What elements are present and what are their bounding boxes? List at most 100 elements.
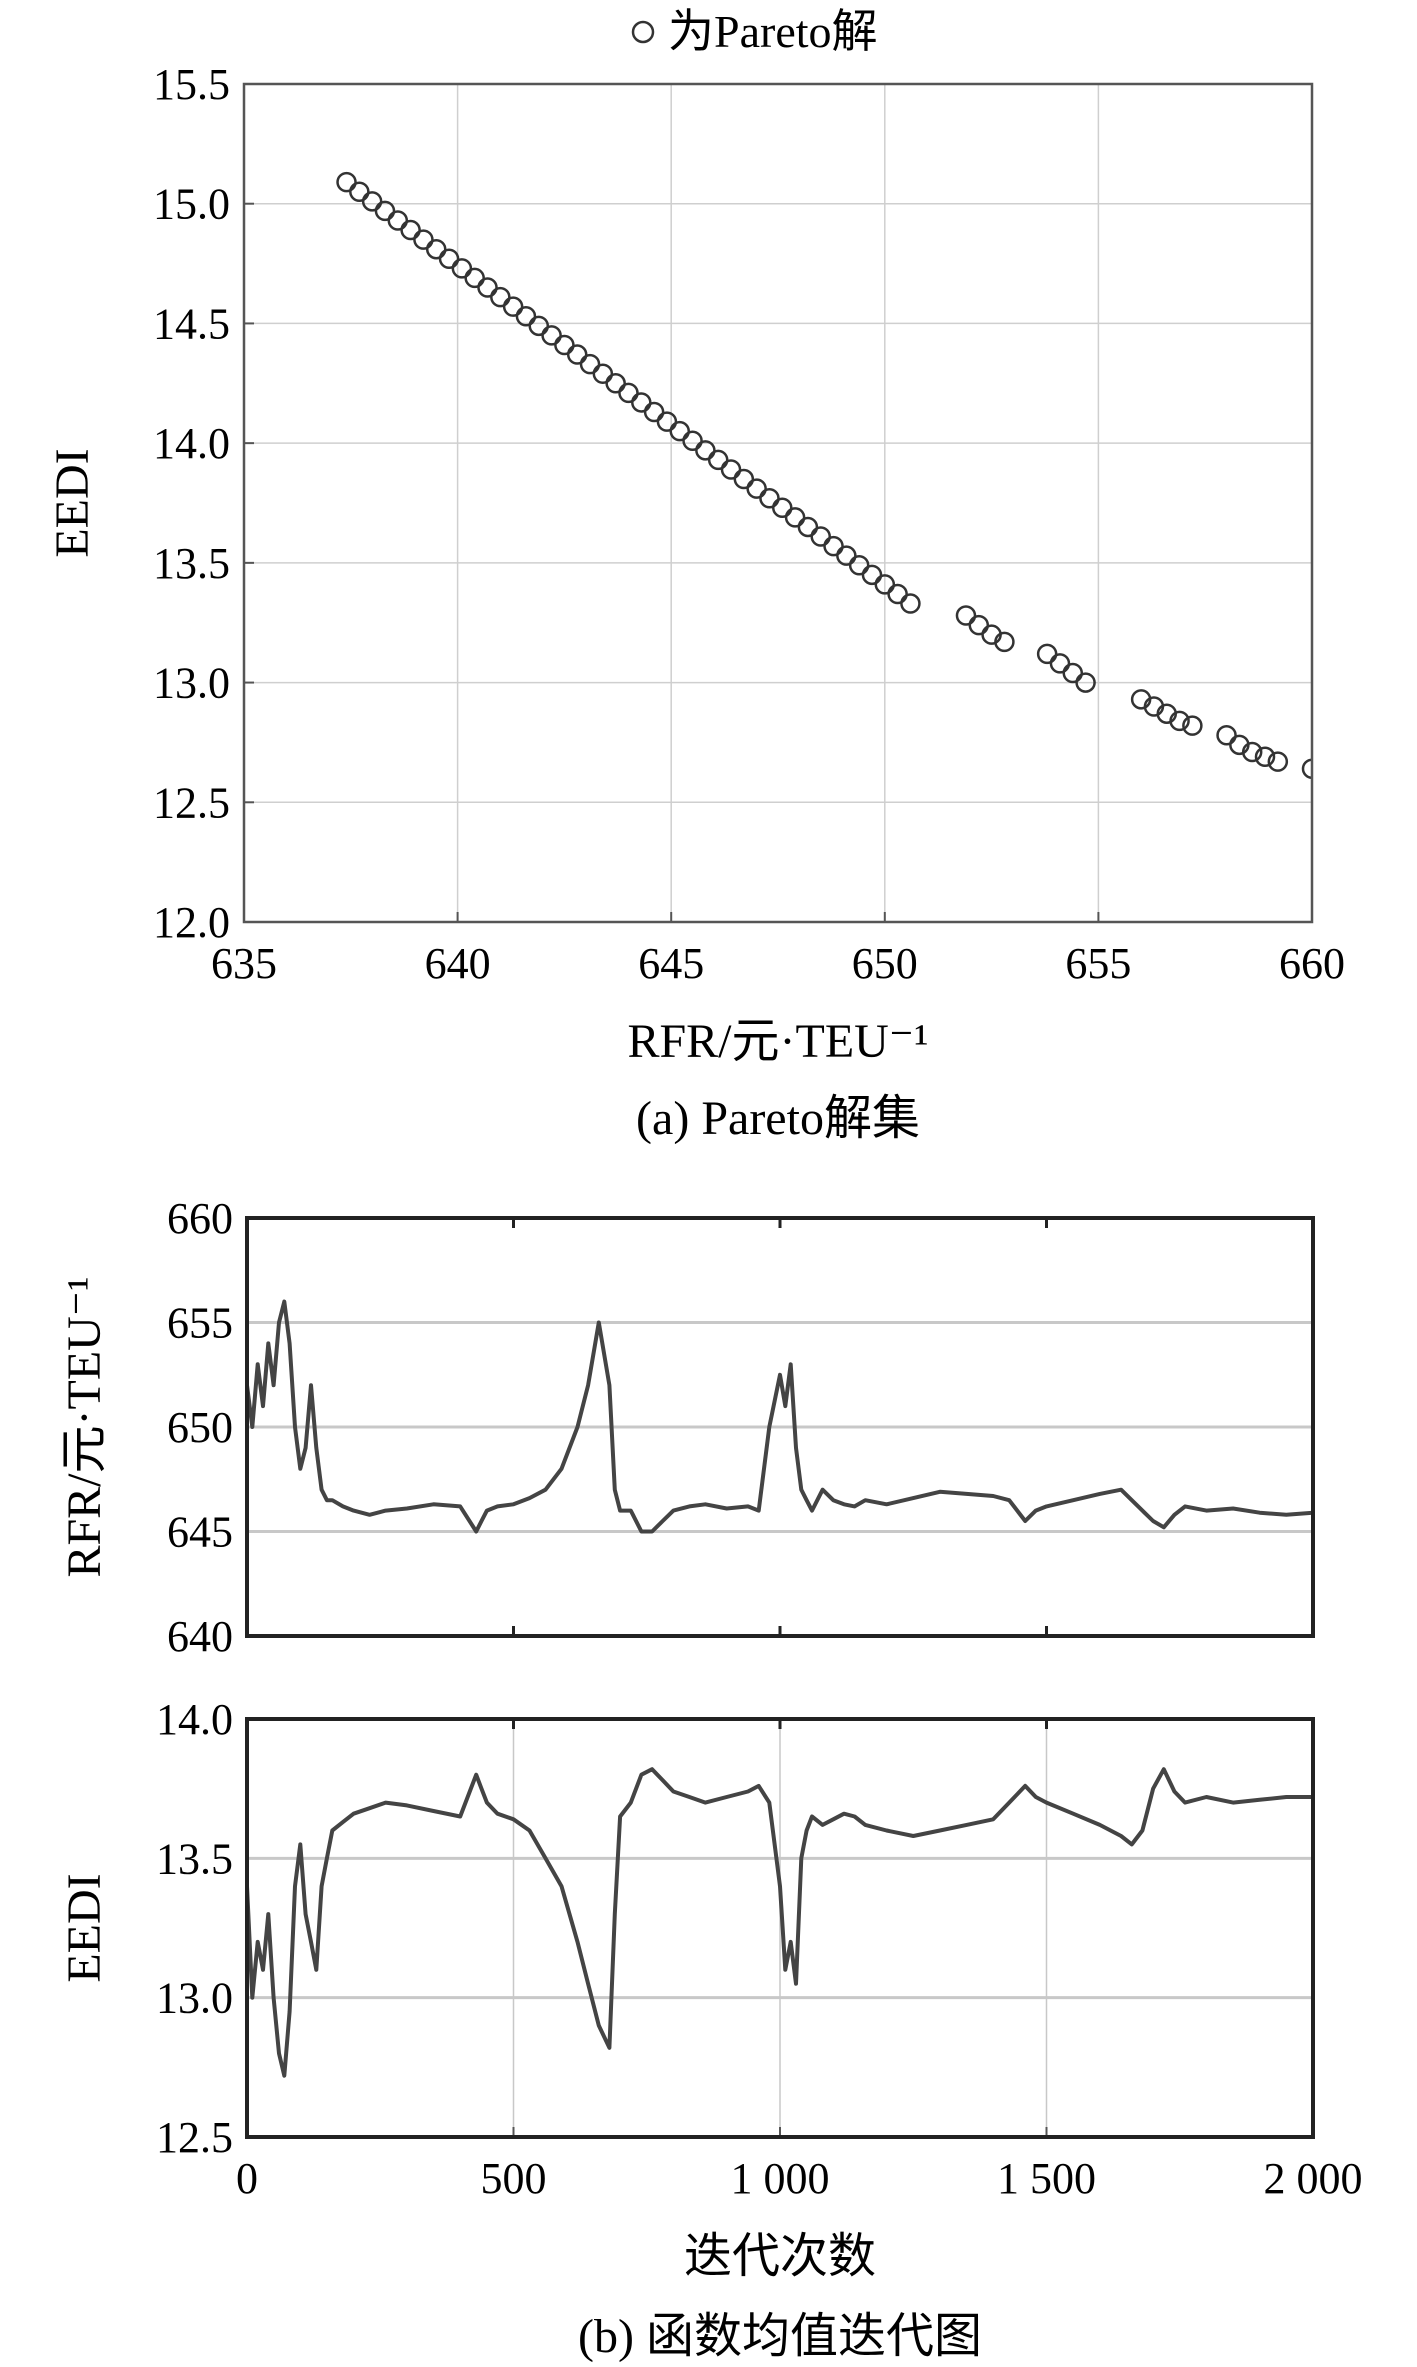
x-tick-label: 1 000 [731,2154,830,2203]
scatter-point [861,564,883,586]
scatter-point [1075,672,1096,693]
rfr-iteration-panel: 640 645 650 655 660 RFR/元·TEU⁻¹ [58,1194,1315,1661]
y-tick-label: 660 [167,1194,233,1243]
scatter-point [579,353,601,375]
scatter-point [1241,741,1263,763]
y-tick-label: 640 [167,1612,233,1661]
x-tick-label: 0 [236,2154,258,2203]
series-line [247,1299,1313,1534]
y-axis-label: EEDI [58,1873,111,1982]
scatter-point [900,593,921,614]
x-tick-label: 500 [481,2154,547,2203]
scatter-point [1254,746,1276,768]
scatter-point [848,555,870,576]
y-tick-label: 645 [167,1508,233,1557]
scatter-point [605,373,626,394]
y-tick-label: 12.5 [156,2113,233,2162]
scatter-point [968,614,990,636]
scatter-point [618,382,639,404]
series-line [247,1767,1313,2078]
scatter-point [336,171,357,193]
y-tick-label: 14.0 [153,419,230,468]
scatter-point [1341,781,1359,799]
scatter-point [541,325,562,346]
scatter-point [1216,724,1237,746]
x-tick-label: 1 500 [997,2154,1096,2203]
scatter-point [464,267,485,289]
scatter-point [451,258,473,279]
y-tick-label: 12.0 [153,898,230,947]
scatter-point [1182,715,1203,736]
y-axis-label: EEDI [46,448,99,557]
scatter-point [1301,758,1312,780]
scatter-point [1049,653,1071,674]
x-tick-label: 645 [638,939,704,988]
pareto-scatter-panel: 12.0 12.5 13.0 13.5 14.0 14.5 15.0 15.5 635 640 64… [46,6,1372,1145]
scatter-point [643,401,665,423]
scatter-point [477,277,498,298]
scatter-point [349,181,370,202]
scatter-point [1169,710,1190,732]
y-tick-label: 13.0 [156,1974,233,2023]
scatter-point [566,344,588,365]
scatter-point [823,535,844,557]
scatter-point [1354,786,1372,804]
scatter-point [400,219,421,241]
x-tick-label: 655 [1065,939,1131,988]
y-tick-label: 650 [167,1403,233,1452]
scatter-point [413,229,434,250]
scatter-point [631,392,652,413]
scatter-point [836,545,857,566]
x-tick-label: 635 [211,939,277,988]
scatter-point [874,574,896,595]
data-marks [247,1767,1313,2078]
scatter-point [810,526,831,547]
panel-caption: (a) Pareto解集 [636,1092,920,1145]
scatter-point [707,449,729,471]
scatter-point [387,210,409,231]
scatter-point [515,305,537,327]
scatter-point [772,497,793,519]
y-tick-label: 14.0 [156,1695,233,1744]
x-tick-label: 650 [852,939,918,988]
scatter-point [528,315,550,337]
scatter-point [733,468,755,490]
y-tick-label: 15.5 [153,60,230,109]
scatter-point [1036,643,1058,665]
plot-frame [242,82,1314,924]
y-tick-label: 13.0 [153,659,230,708]
scatter-point [887,583,908,605]
y-tick-label: 14.5 [153,299,230,348]
scatter-point [1062,662,1084,684]
legend-label: 为Pareto解 [668,6,878,57]
scatter-point [759,487,780,509]
y-tick-label: 15.0 [153,180,230,229]
x-axis-label: RFR/元·TEU⁻¹ [627,1015,928,1068]
scatter-point [656,411,678,432]
scatter-point [502,296,524,317]
eedi-iteration-panel: 12.5 13.0 13.5 14.0 0 500 1 000 1 500 2 000 EEDI 迭… [58,1695,1363,2363]
x-tick-label: 660 [1279,939,1345,988]
legend-marker [631,20,655,44]
scatter-point [374,200,396,222]
scatter-point [1316,767,1334,785]
scatter-point [490,286,511,308]
x-tick-label: 2 000 [1264,2154,1363,2203]
panel-caption: (b) 函数均值迭代图 [578,2310,982,2363]
plot-frame [245,1717,1315,2139]
data-marks [247,1299,1313,1534]
scatter-point [797,516,819,538]
scatter-point [1267,751,1289,772]
scatter-point [438,248,460,270]
x-tick-label: 640 [425,939,491,988]
y-tick-label: 13.5 [156,1834,233,1883]
scatter-point [994,631,1015,653]
y-tick-label: 655 [167,1299,233,1348]
scatter-point [784,507,806,528]
scatter-point [361,191,383,212]
plot-frame [245,1216,1315,1638]
scatter-point [682,430,703,451]
data-marks [336,171,1372,804]
y-tick-label: 12.5 [153,778,230,827]
